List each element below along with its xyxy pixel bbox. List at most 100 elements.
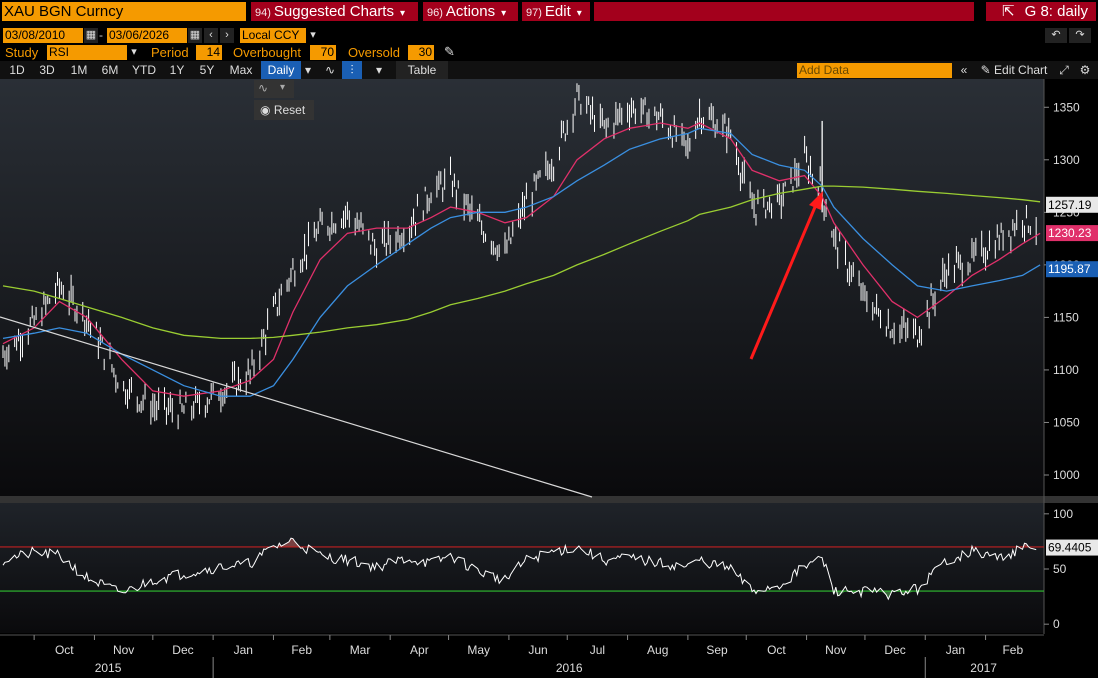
start-date-input[interactable]: 03/08/2010 bbox=[3, 28, 83, 43]
year-label: 2016 bbox=[556, 661, 583, 675]
month-label: Nov bbox=[113, 643, 134, 657]
study-label: Study bbox=[5, 45, 39, 60]
pencil-icon[interactable]: ✎ bbox=[444, 44, 455, 59]
pane-divider[interactable] bbox=[0, 496, 1098, 503]
undo-icon[interactable]: ↶ bbox=[1045, 28, 1067, 43]
year-label: 2017 bbox=[970, 661, 997, 675]
edit-chart-label: Edit Chart bbox=[994, 63, 1048, 77]
actions-menu[interactable]: 96) Actions ▾ bbox=[423, 2, 518, 21]
study-select[interactable]: RSI bbox=[47, 45, 127, 60]
rsi-tick-label: 0 bbox=[1053, 617, 1060, 631]
ticker-field[interactable]: XAU BGN Curncy bbox=[2, 2, 246, 21]
range-ytd[interactable]: YTD bbox=[132, 63, 156, 77]
month-label: Feb bbox=[1002, 643, 1023, 657]
period-input[interactable]: 14 bbox=[196, 45, 222, 60]
last-value-label: 1257.19 bbox=[1048, 198, 1092, 212]
zoom-icon[interactable]: ⤢ bbox=[1059, 63, 1069, 77]
rsi-line bbox=[2, 537, 1037, 601]
year-label: 2015 bbox=[95, 661, 122, 675]
frequency-select[interactable]: Daily bbox=[261, 61, 301, 79]
menu-label: Actions bbox=[445, 3, 496, 20]
range-max[interactable]: Max bbox=[229, 63, 253, 77]
line-chart-icon[interactable]: ∿ bbox=[324, 63, 336, 77]
end-date-input[interactable]: 03/06/2026 bbox=[107, 28, 187, 43]
period-label: Period bbox=[151, 45, 189, 60]
rsi-plot-background bbox=[0, 503, 1044, 633]
oversold-input[interactable]: 30 bbox=[408, 45, 434, 60]
chevron-down-icon: ▾ bbox=[280, 82, 286, 93]
oversold-label: Oversold bbox=[348, 45, 401, 60]
month-label: Jul bbox=[590, 643, 605, 657]
chevron-down-icon[interactable]: ▾ bbox=[304, 63, 312, 77]
last-value-labels: 1257.19 1230.23 1195.87 bbox=[1046, 196, 1098, 278]
range-5y[interactable]: 5Y bbox=[199, 63, 215, 77]
month-label: Jan bbox=[946, 643, 965, 657]
chevron-down-icon[interactable]: ▾ bbox=[375, 63, 383, 77]
menu-number: 97) bbox=[526, 7, 542, 19]
price-tick-label: 1300 bbox=[1053, 153, 1080, 167]
trend-line[interactable] bbox=[0, 316, 593, 498]
edit-chart-button[interactable]: ✎ Edit Chart bbox=[976, 61, 1052, 79]
month-label: Dec bbox=[884, 643, 905, 657]
line-chart-icon: ∿ bbox=[258, 81, 269, 95]
last-value-label: 1195.87 bbox=[1048, 262, 1091, 276]
price-tick-label: 1150 bbox=[1053, 310, 1079, 324]
redo-icon[interactable]: ↷ bbox=[1069, 28, 1091, 43]
range-1m[interactable]: 1M bbox=[70, 63, 88, 77]
reset-button[interactable]: ◉ Reset bbox=[254, 100, 314, 120]
month-label: Oct bbox=[767, 643, 786, 657]
red-arrow-annotation[interactable] bbox=[749, 191, 823, 360]
radio-icon: ◉ bbox=[260, 103, 271, 117]
month-label: Aug bbox=[647, 643, 668, 657]
popout-icon[interactable]: ⇱ bbox=[1002, 3, 1015, 20]
menu-number: 96) bbox=[427, 7, 443, 19]
chevron-down-icon[interactable]: ▾ bbox=[307, 28, 319, 43]
chart-type-mini-select[interactable]: ∿ ▾ bbox=[254, 80, 294, 98]
last-value-box bbox=[1046, 261, 1098, 278]
rsi-last-value-label: 69.4405 bbox=[1048, 541, 1092, 555]
date-separator: - bbox=[99, 28, 103, 42]
calendar-icon[interactable]: ▦ bbox=[84, 28, 98, 43]
currency-select[interactable]: Local CCY bbox=[240, 28, 306, 43]
price-tick-label: 1000 bbox=[1053, 468, 1080, 482]
range-1d[interactable]: 1D bbox=[9, 63, 25, 77]
chevron-down-icon: ▾ bbox=[501, 8, 507, 19]
calendar-icon[interactable]: ▦ bbox=[188, 28, 202, 43]
rsi-axis: 0 50 100 69.4405 bbox=[1044, 507, 1098, 631]
month-label: Apr bbox=[410, 643, 429, 657]
month-label: Sep bbox=[706, 643, 728, 657]
rsi-last-value-box bbox=[1046, 539, 1098, 556]
chevron-down-icon[interactable]: ▾ bbox=[128, 45, 140, 60]
month-label: Dec bbox=[172, 643, 193, 657]
collapse-icon[interactable]: « bbox=[960, 63, 968, 77]
prev-arrow-icon[interactable]: ‹ bbox=[204, 28, 218, 43]
title-bar-filler bbox=[594, 2, 974, 21]
candlestick-icon[interactable]: ⫶ bbox=[342, 61, 362, 79]
month-label: Mar bbox=[350, 643, 371, 657]
table-button[interactable]: Table bbox=[396, 61, 448, 79]
window-title: ⇱ G 8: daily bbox=[986, 2, 1096, 21]
gear-icon[interactable]: ⚙ bbox=[1079, 63, 1091, 77]
price-chart[interactable]: 10001050110011501200125013001350 1257.19… bbox=[0, 79, 1098, 678]
rsi-pane bbox=[0, 537, 1044, 601]
month-label: Nov bbox=[825, 643, 846, 657]
ma-slow-line bbox=[2, 185, 1041, 340]
price-axis: 10001050110011501200125013001350 bbox=[1044, 100, 1080, 482]
pencil-icon: ✎ bbox=[980, 63, 991, 77]
range-3d[interactable]: 3D bbox=[39, 63, 55, 77]
next-arrow-icon[interactable]: › bbox=[220, 28, 234, 43]
range-6m[interactable]: 6M bbox=[101, 63, 119, 77]
overbought-input[interactable]: 70 bbox=[310, 45, 336, 60]
price-tick-label: 1050 bbox=[1053, 415, 1080, 429]
suggested-charts-menu[interactable]: 94) Suggested Charts ▾ bbox=[251, 2, 418, 21]
range-1y[interactable]: 1Y bbox=[169, 63, 185, 77]
menu-label: Suggested Charts bbox=[273, 3, 394, 20]
month-label: Jun bbox=[528, 643, 547, 657]
price-candles bbox=[2, 83, 1037, 430]
menu-label: Edit bbox=[544, 3, 571, 20]
add-data-input[interactable]: Add Data bbox=[797, 63, 952, 78]
chevron-down-icon: ▾ bbox=[399, 8, 406, 19]
price-tick-label: 1350 bbox=[1053, 100, 1080, 114]
title-bar: XAU BGN Curncy 94) Suggested Charts ▾ 96) A… bbox=[0, 0, 1098, 23]
edit-menu[interactable]: 97) Edit ▾ bbox=[522, 2, 590, 21]
